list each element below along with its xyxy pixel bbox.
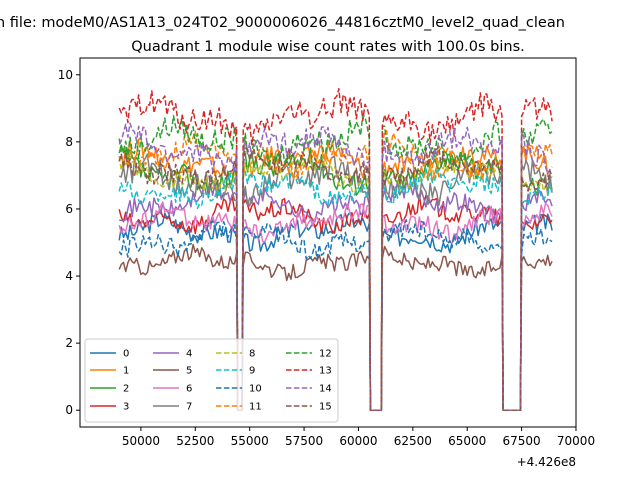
legend-label-1: 1 xyxy=(123,366,129,377)
legend-label-0: 0 xyxy=(123,349,129,360)
x-tick-label: 50000 xyxy=(122,434,160,448)
legend-label-11: 11 xyxy=(249,402,262,413)
series-line-2 xyxy=(118,144,553,411)
legend-label-2: 2 xyxy=(123,384,129,395)
legend-label-6: 6 xyxy=(186,384,192,395)
x-tick-label: 62500 xyxy=(394,434,432,448)
x-tick-label: 55000 xyxy=(231,434,269,448)
legend-label-3: 3 xyxy=(123,402,129,413)
x-tick-label: 67500 xyxy=(503,434,541,448)
y-tick-label: 2 xyxy=(65,336,73,350)
legend-label-5: 5 xyxy=(186,366,192,377)
x-tick-label: 70000 xyxy=(557,434,595,448)
series-layer xyxy=(118,87,553,411)
x-axis: 50000 52500 55000 57500 60000 62500 65000 67500… xyxy=(122,427,595,448)
legend-frame xyxy=(84,338,339,423)
x-tick-label: 57500 xyxy=(285,434,323,448)
legend-label-10: 10 xyxy=(249,384,262,395)
series-line-5 xyxy=(118,243,553,411)
chart-title: Quadrant 1 module wise count rates with … xyxy=(131,39,525,55)
series-line-10 xyxy=(118,219,553,411)
y-tick-label: 0 xyxy=(65,403,73,417)
legend-label-14: 14 xyxy=(319,384,332,395)
legend-label-13: 13 xyxy=(319,366,332,377)
plot-frame xyxy=(79,57,577,428)
x-tick-label: 52500 xyxy=(176,434,214,448)
y-axis: 0 2 4 6 8 10 xyxy=(58,68,80,417)
legend-label-4: 4 xyxy=(186,349,192,360)
series-line-9 xyxy=(118,167,553,411)
legend-label-12: 12 xyxy=(319,349,332,360)
series-line-14 xyxy=(118,122,553,411)
series-line-12 xyxy=(118,114,553,411)
figure-suptitle: n file: modeM0/AS1A13_024T02_9000006026_… xyxy=(0,15,565,31)
y-tick-label: 8 xyxy=(65,135,73,149)
series-line-3 xyxy=(118,193,553,411)
series-line-6 xyxy=(118,201,553,411)
y-tick-label: 10 xyxy=(58,68,73,82)
x-tick-label: 60000 xyxy=(339,434,377,448)
series-line-7 xyxy=(118,153,553,411)
x-tick-label: 65000 xyxy=(448,434,486,448)
y-tick-label: 6 xyxy=(65,202,73,216)
y-tick-label: 4 xyxy=(65,269,73,283)
legend-label-7: 7 xyxy=(186,402,192,413)
series-line-15 xyxy=(118,146,553,411)
legend-label-9: 9 xyxy=(249,366,255,377)
x-offset-label: +4.426e8 xyxy=(517,455,576,469)
legend-label-8: 8 xyxy=(249,349,255,360)
series-line-13 xyxy=(118,87,553,411)
legend-label-15: 15 xyxy=(319,402,332,413)
